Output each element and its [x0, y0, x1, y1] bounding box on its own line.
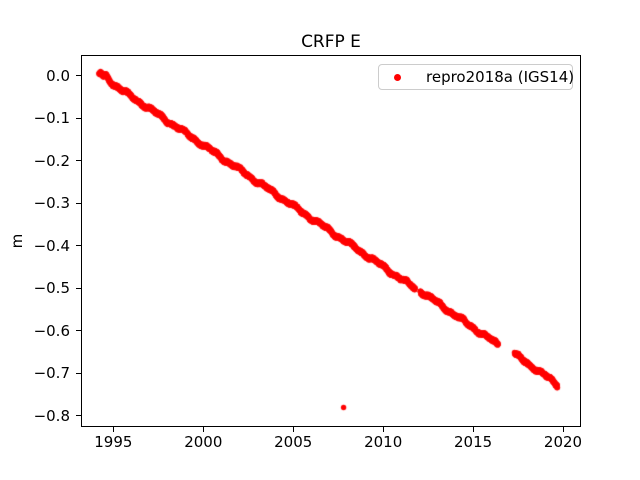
legend-marker-dot	[394, 73, 401, 81]
y-tick-mark	[76, 75, 81, 77]
y-tick-mark	[76, 287, 81, 289]
y-tick-mark	[76, 330, 81, 332]
y-tick-label: 0.0	[46, 66, 70, 85]
y-tick-label: −0.7	[33, 364, 70, 383]
y-tick-label: −0.4	[33, 236, 70, 255]
y-tick-label: −0.1	[33, 109, 70, 128]
x-tick-label: 2000	[184, 433, 223, 451]
x-tick-label: 2005	[274, 433, 313, 451]
y-tick-label: −0.3	[33, 194, 70, 213]
x-tick-label: 2015	[453, 433, 493, 451]
y-tick-mark	[76, 202, 81, 204]
y-tick-label: −0.6	[33, 321, 70, 340]
y-tick-label: −0.2	[33, 151, 70, 170]
x-tick-mark	[112, 427, 114, 432]
plot-area	[81, 55, 581, 427]
y-tick-label: −0.5	[33, 279, 70, 298]
x-tick-label: 2020	[543, 433, 583, 451]
y-tick-mark	[76, 372, 81, 374]
legend: repro2018a (IGS14)	[378, 64, 575, 90]
x-tick-mark	[472, 427, 474, 432]
y-tick-mark	[76, 245, 81, 247]
y-tick-mark	[76, 415, 81, 417]
x-tick-mark	[292, 427, 294, 432]
x-tick-label: 1995	[94, 433, 133, 451]
x-tick-mark	[562, 427, 564, 432]
x-tick-mark	[202, 427, 204, 432]
legend-label: repro2018a (IGS14)	[426, 68, 575, 86]
plot-title: CRFP E	[301, 32, 361, 52]
x-tick-label: 2010	[364, 433, 403, 451]
x-tick-mark	[382, 427, 384, 432]
y-tick-label: −0.8	[33, 406, 70, 425]
y-tick-mark	[76, 160, 81, 162]
y-tick-mark	[76, 117, 81, 119]
scatter-points-canvas	[81, 55, 581, 427]
